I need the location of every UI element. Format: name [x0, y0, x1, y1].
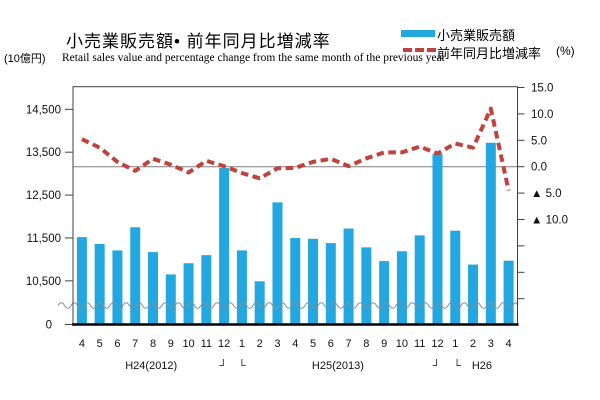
month-label: 8	[150, 338, 156, 350]
legend-bar-label: 小売業販売額	[437, 28, 516, 43]
era-label: H26	[472, 360, 492, 372]
bar	[112, 250, 123, 325]
bar	[361, 247, 372, 325]
right-axis-label: ▲ 5.0	[531, 188, 562, 200]
month-label: 12	[218, 338, 230, 350]
month-label: 9	[168, 338, 174, 350]
bar	[343, 228, 354, 325]
left-axis-label: 10,500	[26, 276, 61, 288]
month-label: 4	[292, 338, 298, 350]
month-label: 1	[239, 338, 245, 350]
month-label: 1	[452, 338, 458, 350]
legend-line-label: 前年同月比増減率	[437, 46, 542, 61]
month-label: 6	[328, 338, 334, 350]
month-label: 4	[79, 338, 85, 350]
era-label: └	[453, 358, 461, 372]
left-axis-label: 14,500	[26, 104, 61, 116]
left-axis-label: 12,500	[26, 190, 61, 202]
chart-title: 小売業販売額• 前年同月比増減率	[66, 32, 331, 51]
left-axis-unit: (10億円)	[4, 53, 46, 65]
month-label: 12	[431, 338, 443, 350]
right-axis-label: ▲ 10.0	[531, 215, 568, 227]
bar	[485, 142, 496, 325]
bar	[432, 153, 443, 325]
axis-break-wave	[57, 302, 518, 309]
bar	[325, 243, 336, 325]
right-axis-label: 10.0	[531, 109, 553, 121]
legend-bar-swatch	[401, 30, 435, 37]
legend-dash-icon	[415, 48, 424, 52]
bar	[219, 168, 230, 325]
era-label: ┘	[432, 358, 441, 372]
month-label: 7	[346, 338, 352, 350]
bar	[468, 264, 479, 325]
left-axis-zero-label: 0	[46, 320, 52, 332]
month-label: 4	[506, 338, 512, 350]
left-axis-label: 11,500	[27, 233, 61, 245]
chart-subtitle: Retail sales value and percentage change…	[62, 52, 446, 64]
month-label: 11	[414, 338, 425, 350]
month-label: 5	[310, 338, 316, 350]
month-label: 10	[396, 338, 408, 350]
era-label: H25(2013)	[312, 360, 364, 372]
era-label: └	[238, 358, 246, 372]
legend-dash-icon	[427, 48, 436, 52]
month-label: 3	[488, 338, 494, 350]
bar	[414, 235, 425, 325]
month-label: 5	[97, 338, 103, 350]
bar	[290, 237, 301, 325]
pct-line	[81, 106, 511, 191]
month-label: 3	[274, 338, 280, 350]
bar	[130, 227, 141, 325]
right-axis-unit: (%)	[556, 44, 575, 58]
left-axis-label: 13,500	[26, 147, 61, 159]
era-label: ┘	[218, 358, 227, 372]
bar	[183, 263, 194, 325]
bar	[254, 281, 265, 325]
month-label: 6	[114, 338, 120, 350]
bar	[148, 252, 159, 325]
bar	[396, 251, 407, 325]
month-label: 8	[363, 338, 369, 350]
bar	[165, 274, 176, 325]
bar	[94, 243, 105, 325]
bar	[201, 255, 212, 325]
era-label: H24(2012)	[125, 360, 177, 372]
bar	[503, 260, 514, 325]
legend-dash-icon	[403, 48, 412, 52]
bar	[236, 250, 247, 325]
right-axis-label: 0.0	[531, 162, 547, 174]
month-label: 10	[182, 338, 194, 350]
month-label: 2	[257, 338, 263, 350]
bar	[76, 237, 87, 325]
bar	[308, 238, 319, 325]
month-label: 2	[470, 338, 476, 350]
bar	[379, 261, 390, 325]
month-label: 11	[201, 338, 212, 350]
bar	[272, 202, 283, 325]
month-label: 7	[132, 338, 138, 350]
right-axis-label: 5.0	[531, 135, 547, 147]
right-axis-label: 15.0	[531, 83, 553, 95]
month-label: 9	[381, 338, 387, 350]
bar	[450, 230, 461, 325]
